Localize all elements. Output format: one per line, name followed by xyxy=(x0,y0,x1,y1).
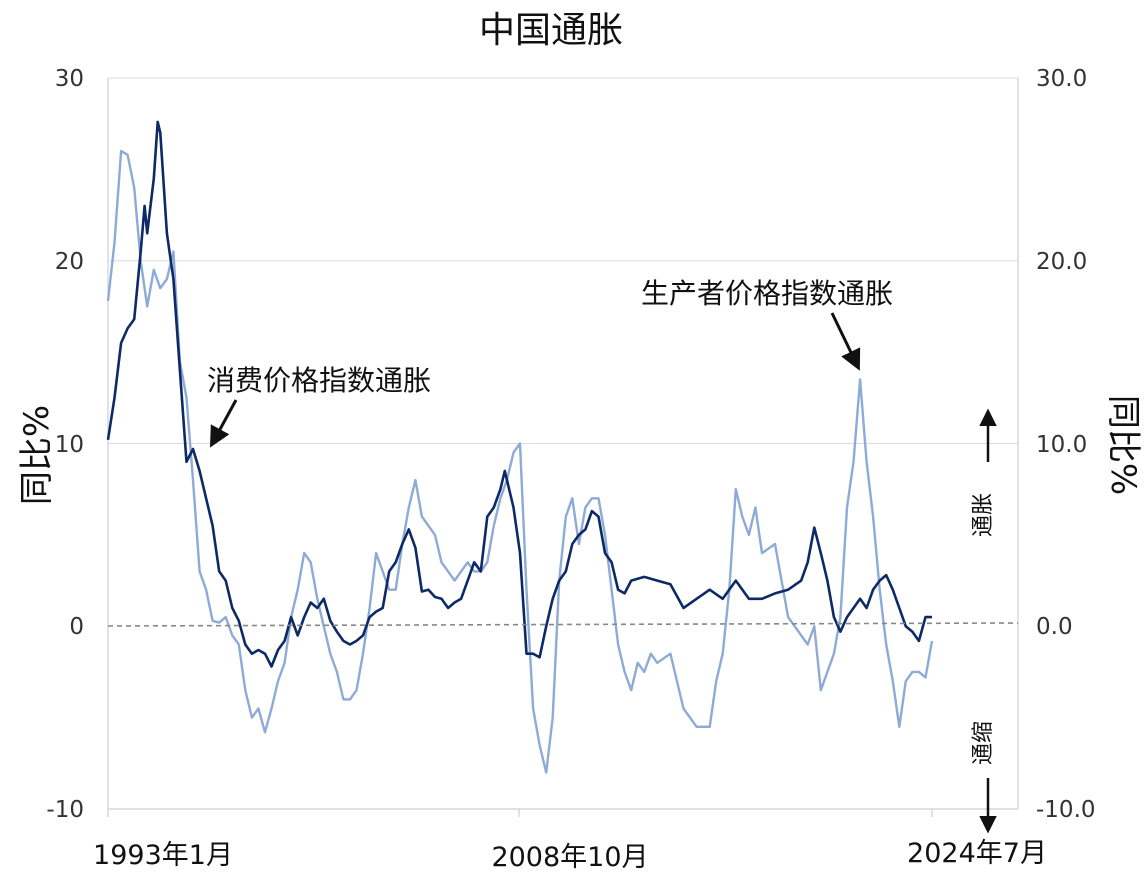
ppi-series-line xyxy=(106,149,934,774)
right-tick-label: 20.0 xyxy=(1036,249,1087,275)
inflation-label: 通胀 xyxy=(971,493,996,537)
left-tick-label: 10 xyxy=(55,432,84,458)
x-axis: 1993年1月 2008年10月 2024年7月 xyxy=(93,838,1047,873)
right-tick-label: -10.0 xyxy=(1036,797,1096,823)
left-tick-label: 0 xyxy=(69,614,84,640)
left-tick-label: -10 xyxy=(46,797,84,823)
y-axis-label-left: 同比% xyxy=(17,405,57,505)
axes xyxy=(107,78,1019,817)
x-tick-label: 1993年1月 xyxy=(93,840,233,871)
right-tick-label: 10.0 xyxy=(1036,432,1087,458)
zero-reference-line xyxy=(107,622,1019,627)
series-lines xyxy=(106,120,934,774)
x-tick-label: 2008年10月 xyxy=(491,842,648,873)
left-tick-label: 20 xyxy=(55,249,84,275)
ppi-annotation: 生产者价格指数通胀 xyxy=(641,277,893,310)
right-tick-label: 30.0 xyxy=(1036,66,1087,92)
chart-title: 中国通胀 xyxy=(479,10,623,51)
cpi-arrow xyxy=(209,399,238,448)
cpi-annotation: 消费价格指数通胀 xyxy=(207,364,431,397)
ppi-arrow xyxy=(830,312,861,371)
left-axis: 30 20 10 0 -10 xyxy=(46,66,84,823)
y-axis-label-right: 同比% xyxy=(1103,395,1143,495)
right-axis: 30.0 20.0 10.0 0.0 -10.0 xyxy=(1036,66,1096,823)
left-tick-label: 30 xyxy=(55,66,84,92)
x-tick-label: 2024年7月 xyxy=(907,838,1047,869)
right-tick-label: 0.0 xyxy=(1036,614,1073,640)
deflation-label: 通缩 xyxy=(971,721,996,765)
cpi-series-line xyxy=(106,120,932,668)
